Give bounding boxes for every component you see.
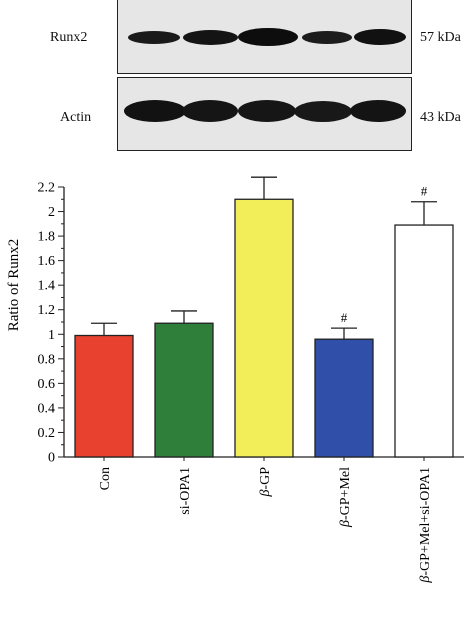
- actin-band-2: [182, 100, 238, 122]
- runx2-band-5: [354, 29, 406, 45]
- runx2-band-3: [238, 28, 298, 46]
- runx2-band-2: [183, 30, 238, 45]
- actin-blot: [117, 77, 412, 151]
- significance-mark-4: #: [421, 184, 428, 199]
- actin-band-5: [350, 100, 406, 122]
- runx2-blot: [117, 0, 412, 74]
- y-tick-label: 0.8: [38, 352, 56, 367]
- runx2-band-1: [128, 31, 180, 44]
- x-tick-label-0: Con: [98, 467, 113, 490]
- y-tick-label: 2: [48, 205, 55, 220]
- y-tick-label: 0.4: [38, 401, 56, 416]
- y-tick-label: 0.6: [38, 377, 56, 392]
- y-tick-label: 1.2: [38, 303, 56, 318]
- bar-3: [314, 338, 374, 458]
- y-tick-label: 1.8: [38, 230, 56, 245]
- actin-band-1: [124, 100, 186, 122]
- y-tick-label: 0.2: [38, 426, 56, 441]
- bar-1: [154, 322, 214, 458]
- actin-band-3: [238, 100, 296, 122]
- runx2-ratio-bar-chart: Ratio of Runx2 0 0.2 0.4 0.6 0.8 1 1.2 1.4 1.6 1.…: [6, 170, 464, 584]
- x-tick-label-2: β-GP: [258, 467, 273, 498]
- bar-0: [74, 334, 134, 458]
- y-tick-label: 1.6: [38, 254, 56, 269]
- x-tick-label-4: β-GP+Mel+si-OPA1: [418, 467, 433, 584]
- x-tick-label-1: si-OPA1: [178, 467, 193, 515]
- actin-kda: 43 kDa: [420, 110, 461, 125]
- plot-area: 0 0.2 0.4 0.6 0.8 1 1.2 1.4 1.6 1.8 2 2.2 Con si-OPA1…: [38, 170, 464, 584]
- y-tick-label: 0: [48, 451, 55, 466]
- runx2-band-4: [302, 31, 352, 44]
- y-tick-label: 1.4: [38, 279, 56, 294]
- x-tick-label-3: β-GP+Mel: [338, 467, 353, 528]
- bar-2: [234, 198, 294, 458]
- actin-band-4: [294, 101, 352, 122]
- y-tick-label: 1: [48, 328, 55, 343]
- bar-4: [394, 224, 454, 458]
- runx2-blot-label: Runx2: [50, 30, 88, 45]
- y-axis-label: Ratio of Runx2: [6, 239, 22, 332]
- significance-mark-3: #: [341, 310, 348, 325]
- actin-blot-label: Actin: [60, 110, 92, 125]
- runx2-kda: 57 kDa: [420, 30, 461, 45]
- y-tick-label: 2.2: [38, 181, 56, 196]
- significance-mark-2: *: [260, 170, 269, 175]
